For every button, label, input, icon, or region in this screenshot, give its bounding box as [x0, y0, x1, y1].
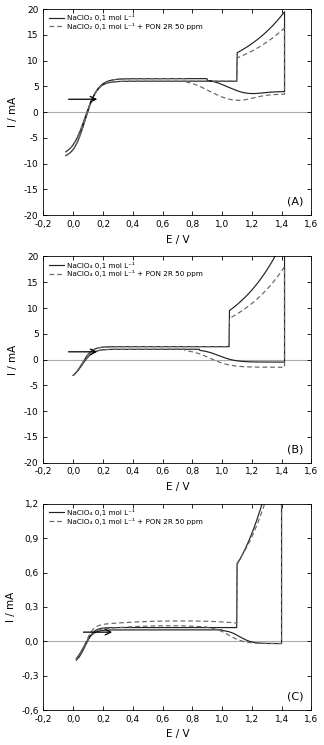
NaClO₄ 0,1 mol L⁻¹ + PON 2R 50 ppm [74, 654, 78, 663]
NaClO₂ 0,1 mol L⁻¹ + PON 2R 50 ppm [152, 74, 156, 83]
Line: NaClO₂ 0,1 mol L⁻¹: NaClO₂ 0,1 mol L⁻¹ [66, 12, 284, 156]
NaClO₄ 0,1 mol L⁻¹ + PON 2R 50 ppm [202, 622, 206, 631]
NaClO₄ 0,1 mol L⁻¹ [203, 347, 207, 356]
NaClO₄ 0,1 mol L⁻¹ [164, 345, 168, 354]
Legend: NaClO₄ 0,1 mol L⁻¹, NaClO₄ 0,1 mol L⁻¹ + PON 2R 50 ppm: NaClO₄ 0,1 mol L⁻¹, NaClO₄ 0,1 mol L⁻¹ +… [47, 260, 205, 279]
NaClO₄ 0,1 mol L⁻¹ + PON 2R 50 ppm [240, 551, 244, 559]
NaClO₄ 0,1 mol L⁻¹ [283, 232, 286, 241]
Line: NaClO₄ 0,1 mol L⁻¹ + PON 2R 50 ppm: NaClO₄ 0,1 mol L⁻¹ + PON 2R 50 ppm [73, 267, 284, 375]
NaClO₄ 0,1 mol L⁻¹ [157, 625, 161, 634]
NaClO₄ 0,1 mol L⁻¹ + PON 2R 50 ppm [157, 621, 161, 630]
NaClO₄ 0,1 mol L⁻¹ [74, 654, 78, 663]
X-axis label: E / V: E / V [166, 482, 189, 492]
Y-axis label: I / mA: I / mA [8, 97, 18, 127]
NaClO₂ 0,1 mol L⁻¹ [109, 77, 112, 86]
NaClO₄ 0,1 mol L⁻¹ [202, 625, 206, 634]
NaClO₄ 0,1 mol L⁻¹ + PON 2R 50 ppm [242, 305, 246, 314]
NaClO₄ 0,1 mol L⁻¹ [71, 371, 75, 380]
Legend: NaClO₂ 0,1 mol L⁻¹, NaClO₂ 0,1 mol L⁻¹ + PON 2R 50 ppm: NaClO₂ 0,1 mol L⁻¹, NaClO₂ 0,1 mol L⁻¹ +… [47, 13, 204, 31]
NaClO₂ 0,1 mol L⁻¹ [283, 7, 286, 16]
NaClO₄ 0,1 mol L⁻¹ [114, 342, 118, 351]
X-axis label: E / V: E / V [166, 729, 189, 740]
NaClO₂ 0,1 mol L⁻¹ [152, 74, 156, 83]
NaClO₄ 0,1 mol L⁻¹ + PON 2R 50 ppm [114, 342, 118, 351]
Line: NaClO₄ 0,1 mol L⁻¹ + PON 2R 50 ppm: NaClO₄ 0,1 mol L⁻¹ + PON 2R 50 ppm [76, 439, 282, 660]
NaClO₂ 0,1 mol L⁻¹ + PON 2R 50 ppm [109, 77, 112, 86]
NaClO₂ 0,1 mol L⁻¹ + PON 2R 50 ppm [64, 151, 68, 160]
NaClO₄ 0,1 mol L⁻¹ + PON 2R 50 ppm [283, 262, 286, 271]
NaClO₂ 0,1 mol L⁻¹ + PON 2R 50 ppm [257, 42, 260, 51]
NaClO₂ 0,1 mol L⁻¹ + PON 2R 50 ppm [160, 74, 164, 83]
Text: (A): (A) [287, 197, 304, 207]
NaClO₄ 0,1 mol L⁻¹ [242, 294, 246, 302]
NaClO₄ 0,1 mol L⁻¹ [156, 345, 160, 354]
Line: NaClO₄ 0,1 mol L⁻¹: NaClO₄ 0,1 mol L⁻¹ [73, 237, 284, 375]
NaClO₄ 0,1 mol L⁻¹ [258, 276, 261, 285]
NaClO₂ 0,1 mol L⁻¹ [64, 148, 68, 156]
Legend: NaClO₄ 0,1 mol L⁻¹, NaClO₄ 0,1 mol L⁻¹ + PON 2R 50 ppm: NaClO₄ 0,1 mol L⁻¹, NaClO₄ 0,1 mol L⁻¹ +… [47, 507, 205, 526]
NaClO₂ 0,1 mol L⁻¹ [160, 74, 164, 83]
NaClO₄ 0,1 mol L⁻¹ + PON 2R 50 ppm [164, 345, 168, 354]
NaClO₂ 0,1 mol L⁻¹ [257, 34, 260, 43]
Y-axis label: I / mA: I / mA [6, 592, 16, 622]
NaClO₂ 0,1 mol L⁻¹ [64, 151, 68, 160]
NaClO₄ 0,1 mol L⁻¹ + PON 2R 50 ppm [255, 520, 259, 529]
Line: NaClO₂ 0,1 mol L⁻¹ + PON 2R 50 ppm: NaClO₂ 0,1 mol L⁻¹ + PON 2R 50 ppm [66, 28, 284, 156]
NaClO₄ 0,1 mol L⁻¹ [255, 514, 259, 523]
Line: NaClO₄ 0,1 mol L⁻¹: NaClO₄ 0,1 mol L⁻¹ [76, 419, 282, 660]
NaClO₄ 0,1 mol L⁻¹ + PON 2R 50 ppm [156, 345, 160, 354]
NaClO₄ 0,1 mol L⁻¹ + PON 2R 50 ppm [258, 292, 261, 301]
Y-axis label: I / mA: I / mA [8, 344, 18, 375]
NaClO₄ 0,1 mol L⁻¹ [74, 656, 78, 665]
NaClO₄ 0,1 mol L⁻¹ [116, 623, 120, 632]
NaClO₂ 0,1 mol L⁻¹ [241, 45, 245, 54]
NaClO₄ 0,1 mol L⁻¹ + PON 2R 50 ppm [74, 656, 78, 665]
NaClO₄ 0,1 mol L⁻¹ [71, 371, 75, 380]
NaClO₄ 0,1 mol L⁻¹ + PON 2R 50 ppm [164, 621, 168, 630]
Text: (B): (B) [287, 444, 304, 454]
X-axis label: E / V: E / V [166, 235, 189, 244]
Text: (C): (C) [287, 692, 304, 702]
NaClO₄ 0,1 mol L⁻¹ [240, 550, 244, 559]
NaClO₄ 0,1 mol L⁻¹ [280, 414, 284, 423]
NaClO₄ 0,1 mol L⁻¹ + PON 2R 50 ppm [280, 434, 284, 443]
NaClO₄ 0,1 mol L⁻¹ + PON 2R 50 ppm [71, 371, 75, 380]
NaClO₂ 0,1 mol L⁻¹ + PON 2R 50 ppm [64, 148, 68, 156]
NaClO₂ 0,1 mol L⁻¹ + PON 2R 50 ppm [241, 51, 245, 60]
NaClO₂ 0,1 mol L⁻¹ [201, 74, 204, 83]
NaClO₂ 0,1 mol L⁻¹ + PON 2R 50 ppm [201, 83, 204, 92]
NaClO₄ 0,1 mol L⁻¹ + PON 2R 50 ppm [71, 371, 75, 380]
NaClO₄ 0,1 mol L⁻¹ [164, 625, 168, 634]
NaClO₂ 0,1 mol L⁻¹ + PON 2R 50 ppm [283, 23, 286, 32]
NaClO₄ 0,1 mol L⁻¹ + PON 2R 50 ppm [203, 352, 207, 361]
NaClO₄ 0,1 mol L⁻¹ + PON 2R 50 ppm [116, 618, 120, 627]
